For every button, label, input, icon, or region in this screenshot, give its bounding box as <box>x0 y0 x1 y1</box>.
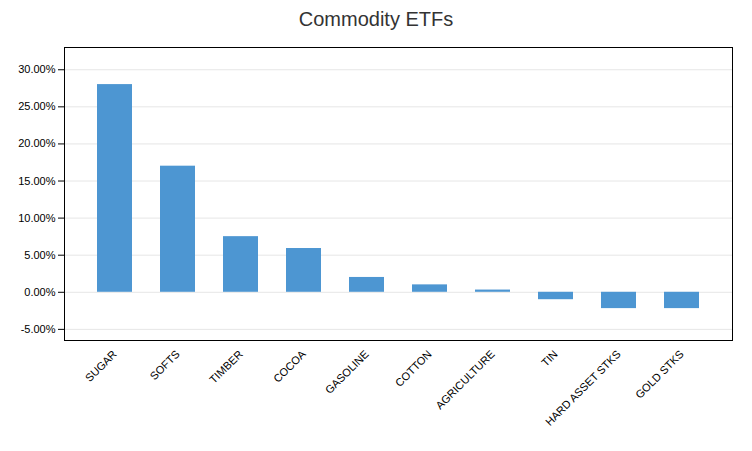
svg-text:0.00%: 0.00% <box>24 286 55 298</box>
svg-text:-5.00%: -5.00% <box>21 323 56 335</box>
svg-text:TIN: TIN <box>539 348 560 369</box>
svg-text:25.00%: 25.00% <box>18 100 56 112</box>
svg-text:GOLD STKS: GOLD STKS <box>633 348 686 401</box>
svg-text:30.00%: 30.00% <box>18 63 56 75</box>
svg-text:COTTON: COTTON <box>393 348 434 389</box>
svg-text:10.00%: 10.00% <box>18 212 56 224</box>
svg-text:GASOLINE: GASOLINE <box>323 348 371 396</box>
svg-text:COCOA: COCOA <box>271 347 308 384</box>
svg-text:AGRICULTURE: AGRICULTURE <box>433 348 497 412</box>
svg-text:15.00%: 15.00% <box>18 175 56 187</box>
svg-text:SOFTS: SOFTS <box>147 348 181 382</box>
svg-text:SUGAR: SUGAR <box>83 348 119 384</box>
svg-text:HARD ASSET STKS: HARD ASSET STKS <box>543 348 623 428</box>
svg-text:5.00%: 5.00% <box>24 249 55 261</box>
svg-text:TIMBER: TIMBER <box>207 348 245 386</box>
html-text:Commodity ETFs: Commodity ETFs <box>298 8 454 30</box>
svg-text:20.00%: 20.00% <box>18 137 56 149</box>
